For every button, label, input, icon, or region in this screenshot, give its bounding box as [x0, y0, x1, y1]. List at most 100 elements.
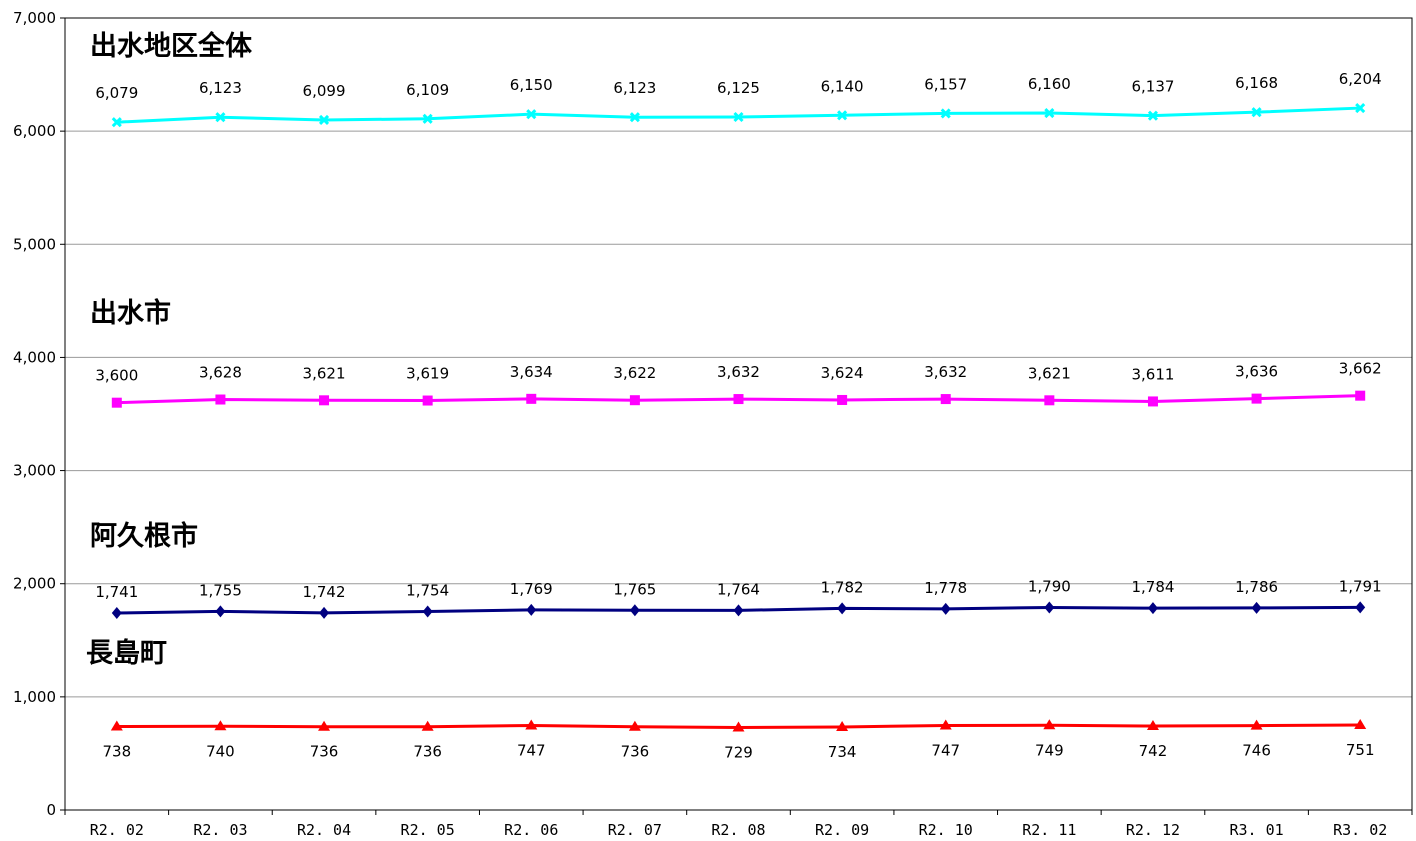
data-point: [1251, 107, 1262, 118]
data-label: 1,784: [1131, 578, 1174, 596]
x-axis-ticks: R2. 02 R2. 03 R2. 04 R2. 05 R2. 06 R2. 07 R2. …: [64, 810, 1413, 839]
data-point: [111, 607, 122, 620]
series-name-label: 長島町: [86, 638, 167, 669]
data-label: 6,137: [1131, 78, 1174, 96]
data-label: 3,624: [821, 364, 864, 382]
x-tick-label: R2. 08: [711, 821, 765, 839]
series-group: 6,079 6,123 6,099 6,109 6,150 6,123 6,125 6,140…: [86, 30, 1382, 762]
data-point: [733, 604, 744, 617]
data-point: [940, 602, 951, 615]
x-tick-label: R2. 07: [608, 821, 662, 839]
data-label: 1,765: [613, 580, 656, 598]
data-point: [629, 112, 640, 123]
x-tick-label: R2. 11: [1022, 821, 1076, 839]
y-axis-ticks: 0 1,000 2,000 3,000 4,000 5,000 6,000 7,000: [13, 9, 65, 819]
x-tick-label: R3. 02: [1333, 821, 1387, 839]
data-label: 729: [724, 744, 753, 762]
data-label: 742: [1139, 742, 1168, 760]
data-label: 3,621: [1028, 364, 1071, 382]
data-label: 738: [102, 743, 131, 761]
data-point: [526, 393, 537, 404]
data-point: [1250, 719, 1263, 730]
data-label: 3,619: [406, 365, 449, 383]
data-point: [214, 720, 227, 731]
data-label: 1,741: [95, 583, 138, 601]
data-point: [319, 395, 330, 406]
data-point: [319, 606, 330, 619]
data-point: [1251, 393, 1262, 404]
x-tick-label: R2. 06: [504, 821, 558, 839]
data-point: [1355, 103, 1366, 114]
series-1: 6,079 6,123 6,099 6,109 6,150 6,123 6,125 6,140…: [90, 30, 1382, 128]
x-tick-label: R2. 12: [1126, 821, 1180, 839]
series-name-label: 阿久根市: [90, 520, 198, 552]
y-tick-label: 4,000: [13, 348, 56, 366]
x-tick-label: R2. 05: [401, 821, 455, 839]
data-label: 740: [206, 742, 235, 760]
data-point: [1043, 719, 1056, 730]
y-tick-label: 0: [46, 801, 56, 819]
data-label: 6,099: [303, 82, 346, 100]
data-point: [1146, 720, 1159, 731]
data-label: 3,628: [199, 364, 242, 382]
data-label: 3,632: [717, 363, 760, 381]
data-point: [939, 719, 952, 730]
data-point: [422, 605, 433, 618]
data-point: [733, 394, 744, 405]
data-point: [111, 397, 122, 408]
data-label: 6,123: [613, 79, 656, 97]
y-tick-label: 2,000: [13, 575, 56, 593]
data-point: [1355, 601, 1366, 614]
series-3: 1,741 1,755 1,742 1,754 1,769 1,765 1,764 1,782…: [90, 520, 1382, 620]
data-label: 736: [413, 743, 442, 761]
data-label: 3,636: [1235, 363, 1278, 381]
x-tick-label: R3. 01: [1229, 821, 1283, 839]
data-point: [1044, 601, 1055, 614]
y-tick-label: 1,000: [13, 688, 56, 706]
y-tick-label: 7,000: [13, 9, 56, 27]
data-point: [526, 109, 537, 120]
data-label: 6,123: [199, 79, 242, 97]
x-tick-label: R2. 09: [815, 821, 869, 839]
y-tick-label: 6,000: [13, 122, 56, 140]
data-label: 3,634: [510, 363, 553, 381]
data-label: 6,157: [924, 75, 967, 93]
data-label: 3,632: [924, 363, 967, 381]
data-label: 1,769: [510, 580, 553, 598]
data-label: 747: [517, 741, 546, 759]
data-point: [1044, 107, 1055, 119]
data-point: [110, 720, 123, 731]
series-name-label: 出水市: [90, 297, 171, 329]
data-label: 6,109: [406, 81, 449, 99]
data-point: [215, 605, 226, 618]
x-tick-label: R2. 10: [919, 821, 973, 839]
data-point: [318, 114, 330, 126]
data-label: 6,150: [510, 76, 553, 94]
data-point: [1147, 602, 1158, 615]
data-label: 1,764: [717, 580, 760, 598]
data-label: 1,782: [821, 578, 864, 596]
data-point: [940, 394, 951, 405]
data-point: [1147, 110, 1159, 121]
data-point: [215, 112, 226, 123]
data-point: [732, 721, 745, 732]
y-tick-label: 3,000: [13, 462, 56, 480]
gridlines: [65, 130, 1412, 698]
data-label: 736: [621, 743, 650, 761]
data-label: 3,622: [613, 364, 656, 382]
data-label: 6,168: [1235, 74, 1278, 92]
data-point: [837, 394, 848, 405]
data-point: [422, 395, 433, 406]
data-label: 734: [828, 743, 857, 761]
y-tick-label: 5,000: [13, 235, 56, 253]
data-point: [1044, 395, 1055, 406]
data-label: 3,662: [1339, 360, 1382, 378]
plot-area-frame: [64, 17, 1413, 811]
data-label: 3,621: [303, 364, 346, 382]
data-point: [940, 108, 951, 119]
data-point: [1354, 719, 1367, 730]
data-point: [1251, 601, 1262, 614]
data-point: [526, 603, 537, 616]
data-label: 6,204: [1339, 70, 1382, 88]
x-tick-label: R2. 03: [193, 821, 247, 839]
